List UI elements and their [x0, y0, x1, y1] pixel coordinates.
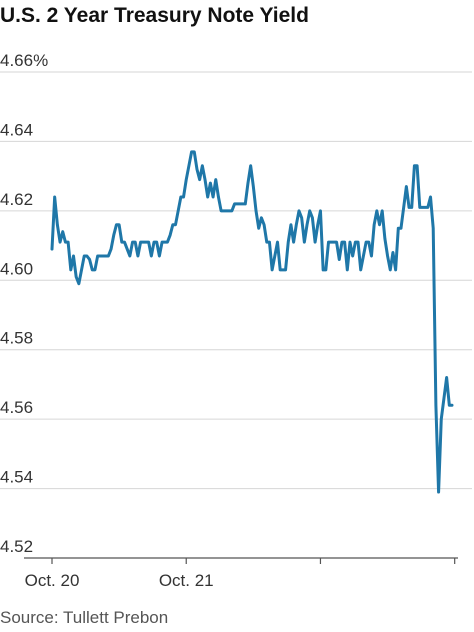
y-axis-tick-labels: 4.66% 4.64 4.62 4.60 4.58 4.56 4.54 4.52	[0, 51, 48, 556]
x-axis: Oct. 20 Oct. 21	[24, 557, 458, 590]
y-tick-label: 4.54	[0, 468, 33, 487]
x-tick-label: Oct. 21	[159, 571, 214, 590]
x-tick-label: Oct. 20	[25, 571, 80, 590]
y-tick-label: 4.66%	[0, 51, 48, 70]
source-note: Source: Tullett Prebon	[0, 608, 169, 627]
series-group	[50, 150, 454, 494]
y-tick-label: 4.58	[0, 329, 33, 348]
y-tick-label: 4.52	[0, 537, 33, 556]
gridlines	[0, 71, 472, 490]
y-tick-label: 4.64	[0, 120, 33, 139]
y-tick-label: 4.60	[0, 259, 33, 278]
series-line	[50, 150, 454, 494]
y-tick-label: 4.62	[0, 190, 33, 209]
chart-title: U.S. 2 Year Treasury Note Yield	[0, 4, 309, 27]
y-tick-label: 4.56	[0, 398, 33, 417]
